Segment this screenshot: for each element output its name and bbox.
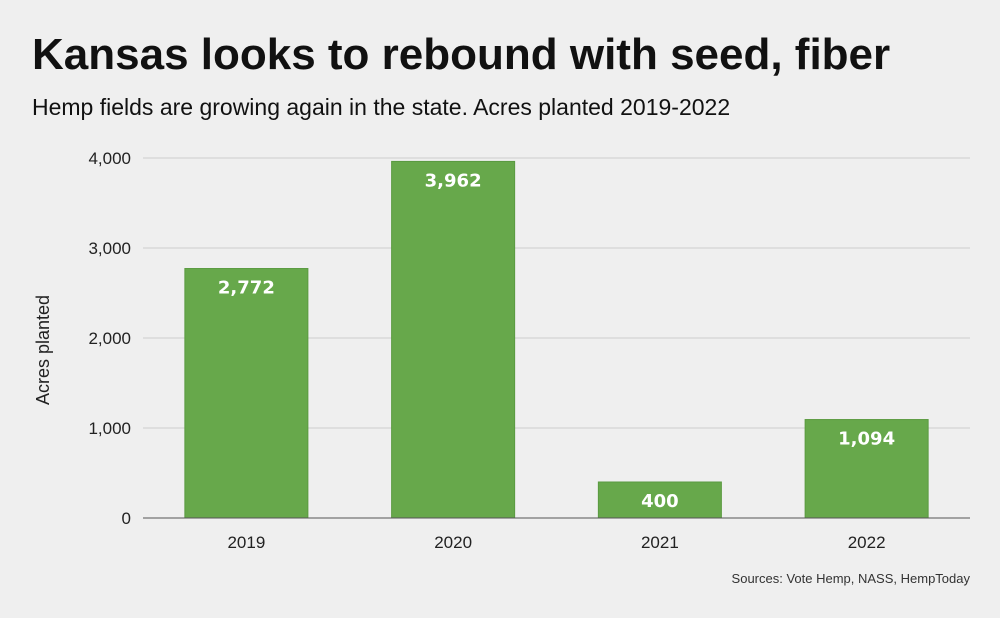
x-tick-label-2022: 2022: [848, 533, 886, 552]
y-tick-label: 2,000: [88, 329, 131, 348]
x-tick-label-2021: 2021: [641, 533, 679, 552]
chart-subtitle: Hemp fields are growing again in the sta…: [32, 94, 731, 120]
y-tick-label: 1,000: [88, 419, 131, 438]
y-tick-label: 3,000: [88, 239, 131, 258]
bar-2022: [804, 419, 929, 519]
bar-2019: [184, 268, 309, 519]
y-tick-label: 4,000: [88, 149, 131, 168]
source-note: Sources: Vote Hemp, NASS, HempToday: [731, 571, 970, 586]
y-axis-ticks: 0 1,000 2,000 3,000 4,000: [88, 149, 131, 528]
x-tick-label-2019: 2019: [227, 533, 265, 552]
data-label-2019: 2,772: [218, 278, 275, 299]
bars: [184, 160, 929, 519]
data-label-2022: 1,094: [838, 429, 895, 450]
data-label-2021: 400: [641, 491, 679, 512]
bar-2021: [597, 481, 722, 519]
x-tick-label-2020: 2020: [434, 533, 472, 552]
bar-2020: [391, 160, 516, 519]
y-axis-title: Acres planted: [33, 295, 53, 405]
y-tick-label: 0: [122, 509, 131, 528]
data-label-2020: 3,962: [425, 170, 482, 191]
x-axis-ticks: 2019 2020 2021 2022: [227, 533, 885, 552]
data-labels: 2,772 3,962 400 1,094: [218, 170, 895, 512]
chart-title: Kansas looks to rebound with seed, fiber: [32, 30, 891, 79]
